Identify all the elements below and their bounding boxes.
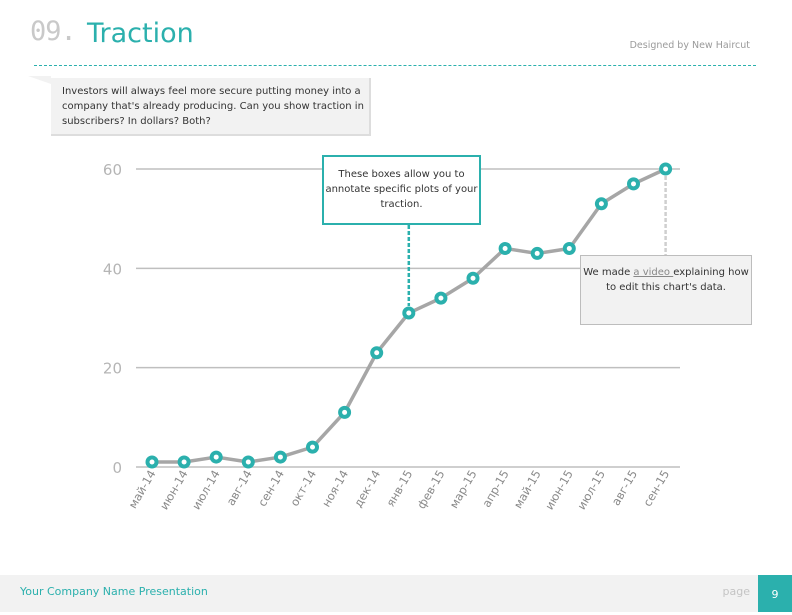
footer-page-number: 9 xyxy=(758,575,792,612)
annotation-box-primary: These boxes allow you to annotate specif… xyxy=(322,155,481,225)
data-point-center xyxy=(470,275,476,281)
x-tick-label: мар-15 xyxy=(447,468,480,511)
y-tick-label: 60 xyxy=(103,161,122,179)
y-tick-label: 40 xyxy=(103,260,122,278)
data-point-center xyxy=(213,454,219,460)
intro-text: Investors will always feel more secure p… xyxy=(62,86,364,127)
x-tick-label: май-14 xyxy=(125,468,158,511)
data-point-center xyxy=(245,459,251,465)
data-point-center xyxy=(149,459,155,465)
data-point-center xyxy=(374,350,380,356)
x-tick-label: авг-15 xyxy=(609,468,640,508)
intro-callout: Investors will always feel more secure p… xyxy=(51,78,371,136)
x-tick-label: июл-15 xyxy=(574,468,608,512)
y-tick-label: 0 xyxy=(112,459,122,477)
x-tick-label: янв-15 xyxy=(383,468,415,510)
annotation-box-secondary: We made a video explaining how to edit t… xyxy=(580,255,752,325)
data-point-center xyxy=(631,181,636,187)
x-tick-label: окт-14 xyxy=(287,468,319,509)
header-divider xyxy=(34,65,756,66)
annotation-text-primary: These boxes allow you to annotate specif… xyxy=(325,169,478,210)
x-tick-label: дек-14 xyxy=(351,468,384,510)
x-tick-label: апр-15 xyxy=(479,468,511,510)
x-tick-label: сен-14 xyxy=(255,468,287,509)
footer-company-name: Your Company Name Presentation xyxy=(20,585,208,598)
data-point-center xyxy=(181,459,187,465)
data-point-center xyxy=(566,245,572,251)
designer-credit: Designed by New Haircut xyxy=(629,40,750,51)
x-tick-label: июл-14 xyxy=(189,468,223,512)
page-title: Traction xyxy=(87,18,194,49)
data-point-center xyxy=(534,250,540,256)
data-point-center xyxy=(438,295,444,301)
x-tick-label: авг-14 xyxy=(223,468,254,508)
section-number: 09. xyxy=(30,16,77,47)
data-point-center xyxy=(502,245,508,251)
data-point-center xyxy=(406,310,412,316)
data-point-center xyxy=(277,454,283,460)
data-point-center xyxy=(342,409,348,415)
footer-page-label: page xyxy=(722,585,750,598)
video-link[interactable]: a video xyxy=(633,267,674,278)
data-point-center xyxy=(310,444,315,450)
x-tick-label: май-15 xyxy=(511,468,544,511)
x-tick-label: сен-15 xyxy=(640,468,672,509)
data-point-center xyxy=(663,166,669,172)
x-tick-label: фев-15 xyxy=(414,468,447,512)
x-tick-label: июн-14 xyxy=(157,468,191,513)
intro-callout-tail xyxy=(28,76,51,84)
annotation-text-secondary-pre: We made xyxy=(583,267,634,278)
annotation-text-secondary-post: explaining how to edit this chart's data… xyxy=(606,267,749,293)
footer-bar: Your Company Name Presentation page 9 xyxy=(0,575,792,612)
x-tick-label: июн-15 xyxy=(542,468,576,513)
x-tick-label: ноя-14 xyxy=(319,468,351,510)
data-point-center xyxy=(598,201,604,207)
y-tick-label: 20 xyxy=(103,360,122,378)
